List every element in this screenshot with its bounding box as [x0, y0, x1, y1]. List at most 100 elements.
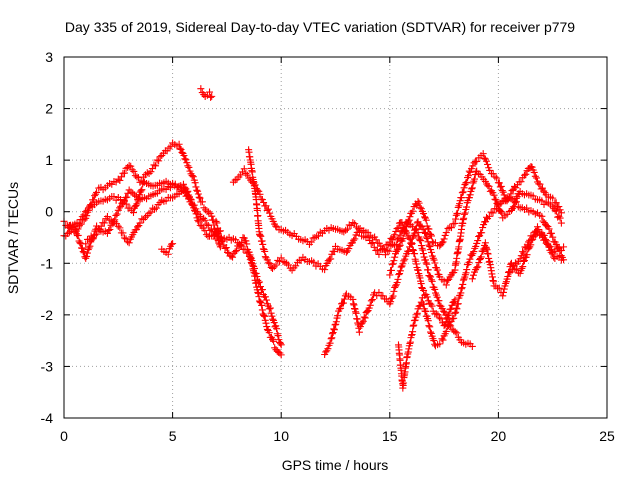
data-point — [431, 285, 439, 293]
data-point — [391, 253, 399, 261]
data-point — [266, 260, 274, 268]
data-point — [195, 193, 203, 201]
data-point — [240, 165, 248, 173]
data-point — [427, 276, 435, 284]
data-point — [326, 339, 334, 347]
data-point — [540, 231, 548, 239]
data-point — [452, 308, 460, 316]
data-point — [270, 337, 278, 345]
x-tick-label: 10 — [273, 428, 289, 444]
data-point — [496, 183, 504, 191]
data-point — [539, 217, 547, 225]
data-point — [198, 198, 206, 206]
data-point — [432, 310, 440, 318]
data-point — [74, 225, 82, 233]
data-point — [194, 190, 202, 198]
data-point — [469, 162, 477, 170]
data-point — [520, 249, 528, 257]
data-point — [328, 330, 336, 338]
data-point — [389, 292, 397, 300]
data-point — [78, 244, 86, 252]
series-track-m — [212, 217, 285, 359]
data-point — [401, 255, 409, 263]
data-point — [342, 248, 350, 256]
data-point — [556, 214, 564, 222]
data-point — [152, 204, 160, 212]
data-point — [112, 211, 120, 219]
data-point — [261, 247, 269, 255]
data-point — [491, 195, 499, 203]
data-point — [413, 311, 421, 319]
data-point — [93, 230, 101, 238]
data-point — [523, 204, 531, 212]
data-point — [511, 182, 519, 190]
data-point — [201, 227, 209, 235]
data-point — [400, 257, 408, 265]
data-point — [552, 207, 560, 215]
data-point — [260, 311, 268, 319]
data-point — [399, 235, 407, 243]
data-point — [435, 297, 443, 305]
data-point — [495, 284, 503, 292]
data-point — [169, 240, 177, 248]
data-point — [153, 156, 161, 164]
data-point — [106, 225, 114, 233]
data-point — [193, 186, 201, 194]
data-point — [499, 288, 507, 296]
data-point — [475, 259, 483, 267]
data-point — [181, 155, 189, 163]
data-point — [421, 213, 429, 221]
data-point — [508, 187, 516, 195]
data-point — [207, 93, 215, 101]
y-tick-label: -4 — [41, 410, 54, 426]
data-point — [274, 332, 282, 340]
data-point — [422, 216, 430, 224]
data-point — [479, 224, 487, 232]
data-point — [484, 160, 492, 168]
data-point — [404, 217, 412, 225]
data-point — [465, 258, 473, 266]
data-point — [138, 215, 146, 223]
y-tick-label: -1 — [41, 255, 54, 271]
data-point — [202, 231, 210, 239]
data-point — [235, 242, 243, 250]
data-point — [427, 230, 435, 238]
data-point — [110, 193, 118, 201]
data-point — [503, 197, 511, 205]
data-point — [113, 210, 121, 218]
data-point — [283, 259, 291, 267]
data-point — [523, 251, 531, 259]
data-point — [411, 229, 419, 237]
data-point — [442, 281, 450, 289]
data-point — [516, 255, 524, 263]
data-point — [426, 323, 434, 331]
data-point — [297, 257, 305, 265]
data-point — [540, 187, 548, 195]
data-point — [526, 236, 534, 244]
data-point — [469, 179, 477, 187]
series-track-h — [245, 146, 459, 330]
data-point — [358, 319, 366, 327]
data-point — [437, 315, 445, 323]
data-point — [190, 206, 198, 214]
data-point — [453, 329, 461, 337]
data-point — [470, 248, 478, 256]
data-point — [232, 247, 240, 255]
data-point — [83, 249, 91, 257]
data-point — [392, 241, 400, 249]
data-point — [489, 209, 497, 217]
data-points-layer — [60, 85, 568, 392]
data-point — [208, 212, 216, 220]
data-point — [417, 237, 425, 245]
data-point — [434, 311, 442, 319]
data-point — [473, 157, 481, 165]
data-point — [536, 180, 544, 188]
data-point — [546, 243, 554, 251]
data-point — [424, 317, 432, 325]
data-point — [271, 323, 279, 331]
data-point — [394, 275, 402, 283]
data-point — [525, 238, 533, 246]
data-point — [206, 88, 214, 96]
data-point — [351, 220, 359, 228]
data-point — [267, 309, 275, 317]
